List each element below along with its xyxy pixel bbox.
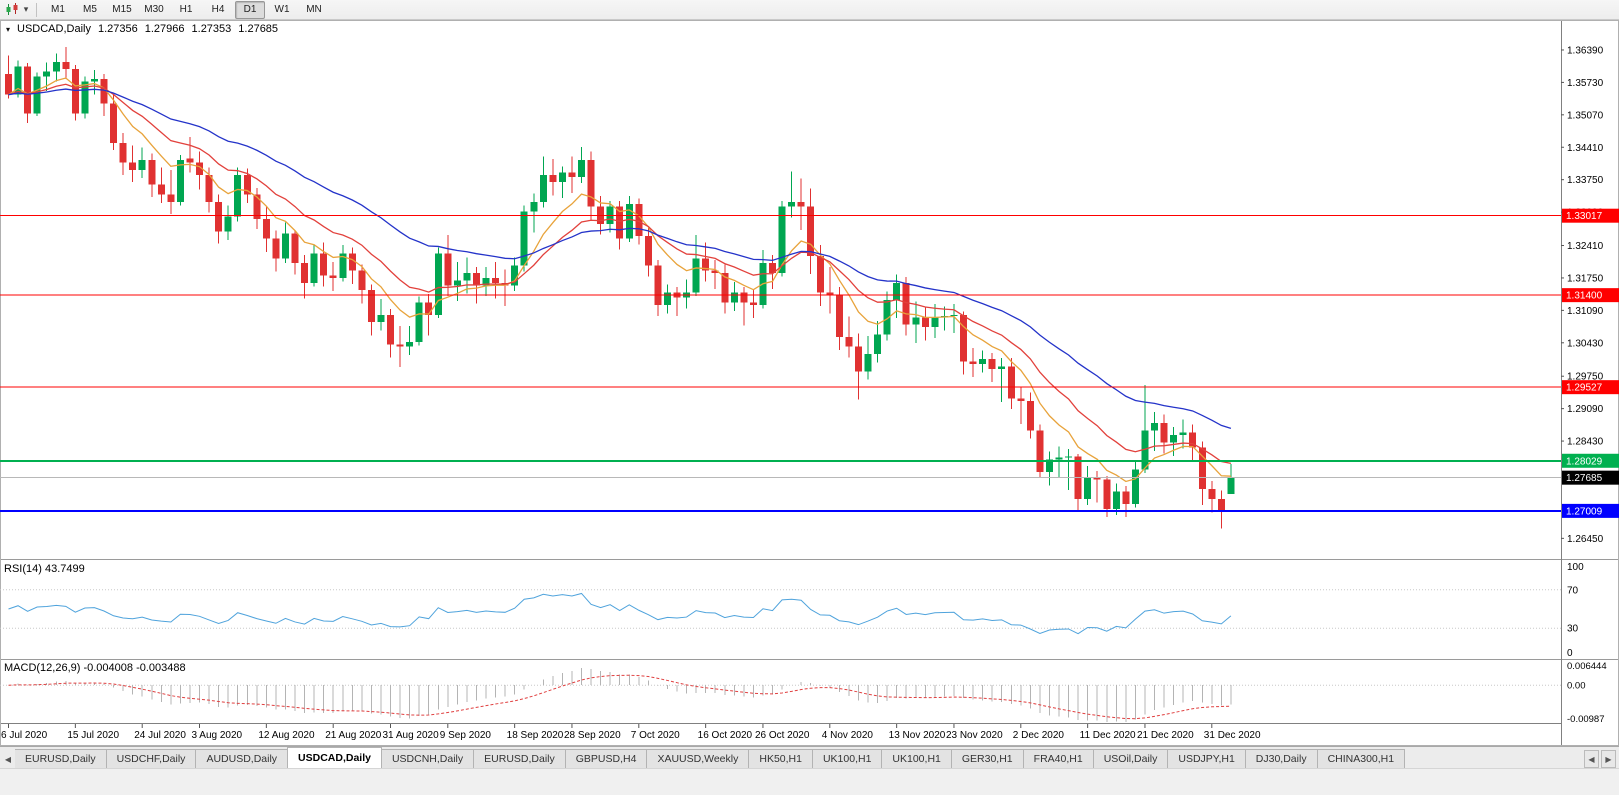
chart-tab-usdcad-daily[interactable]: USDCAD,Daily [287,747,382,768]
svg-text:100: 100 [1567,562,1584,573]
svg-text:9 Sep 2020: 9 Sep 2020 [440,730,492,741]
timeframe-button-h1[interactable]: H1 [179,3,193,15]
chart-tab-china300-h1[interactable]: CHINA300,H1 [1316,749,1406,768]
svg-text:1.26450: 1.26450 [1567,534,1604,545]
svg-text:31 Dec 2020: 31 Dec 2020 [1204,730,1261,741]
tab-nav-group: ◀ ▶ [1584,750,1618,768]
svg-text:1.28029: 1.28029 [1566,456,1603,467]
tabs-nav-right-icon[interactable]: ▶ [1601,750,1616,768]
chart-tool-dropdown-icon[interactable]: ▾ [23,4,29,14]
svg-text:13 Nov 2020: 13 Nov 2020 [889,730,946,741]
chart-tab-dj30-daily[interactable]: DJ30,Daily [1244,749,1318,768]
svg-text:0.006444: 0.006444 [1567,661,1607,672]
svg-text:0: 0 [1567,648,1573,659]
svg-text:1.28430: 1.28430 [1567,437,1604,448]
svg-text:23 Nov 2020: 23 Nov 2020 [946,730,1003,741]
svg-text:15 Jul 2020: 15 Jul 2020 [67,730,119,741]
chart-tab-eurusd-daily[interactable]: EURUSD,Daily [15,749,107,768]
svg-text:28 Sep 2020: 28 Sep 2020 [564,730,621,741]
timeframe-button-group: M1 M5 M15 M30 H1 H4 D1 W1 MN [42,0,330,19]
svg-text:1.33750: 1.33750 [1567,175,1604,186]
chart-tab-gbpusd-h4[interactable]: GBPUSD,H4 [564,749,648,768]
svg-text:-0.00987: -0.00987 [1567,714,1605,725]
svg-text:16 Oct 2020: 16 Oct 2020 [698,730,753,741]
svg-text:2 Dec 2020: 2 Dec 2020 [1013,730,1065,741]
chart-tab-strip: EURUSD,Daily USDCHF,Daily AUDUSD,Daily USDC… [15,747,1406,768]
macd-histogram [17,668,1232,723]
svg-text:0.00: 0.00 [1567,681,1586,692]
bottom-strip [0,768,1619,795]
chart-tab-usdjpy-h1[interactable]: USDJPY,H1 [1167,749,1246,768]
candlestick-chart-icon [6,3,18,15]
svg-text:1.33017: 1.33017 [1566,211,1603,222]
svg-text:4 Nov 2020: 4 Nov 2020 [822,730,874,741]
timeframe-button-h4[interactable]: H4 [211,3,225,15]
candlesticks [5,47,1235,529]
svg-text:1.29527: 1.29527 [1566,383,1603,394]
svg-text:3 Aug 2020: 3 Aug 2020 [192,730,243,741]
svg-text:21 Aug 2020: 21 Aug 2020 [325,730,382,741]
svg-text:1.31750: 1.31750 [1567,273,1604,284]
svg-text:18 Sep 2020: 18 Sep 2020 [507,730,564,741]
svg-text:6 Jul 2020: 6 Jul 2020 [1,730,48,741]
chart-window: 1.36390 1.35730 1.35070 1.34410 1.33750 1.330… [0,20,1619,746]
toolbar-separator [36,2,37,17]
rsi-line [8,592,1232,635]
svg-text:1.30430: 1.30430 [1567,338,1604,349]
svg-text:11 Dec 2020: 11 Dec 2020 [1080,730,1136,741]
chart-tab-uk100-h1[interactable]: UK100,H1 [881,749,952,768]
chart-tab-eurusd-daily[interactable]: EURUSD,Daily [473,749,566,768]
horizontal-lines [0,215,1561,512]
svg-text:7 Oct 2020: 7 Oct 2020 [631,730,680,741]
chart-tab-usdchf-daily[interactable]: USDCHF,Daily [105,749,197,768]
svg-text:1.31400: 1.31400 [1566,291,1603,302]
chart-tab-fra40-h1[interactable]: FRA40,H1 [1022,749,1094,768]
svg-text:24 Jul 2020: 24 Jul 2020 [134,730,186,741]
timeframe-button-m15[interactable]: M15 [112,3,132,15]
chart-tab-hk50-h1[interactable]: HK50,H1 [748,749,813,768]
chart-tab-bar: ◀ EURUSD,Daily USDCHF,Daily AUDUSD,Daily US… [0,746,1619,768]
chart-tab-usoil-daily[interactable]: USOil,Daily [1092,749,1169,768]
svg-text:1.34410: 1.34410 [1567,143,1604,154]
svg-text:30: 30 [1567,624,1579,635]
timeframe-button-d1[interactable]: D1 [235,0,265,19]
ma-line-34 [8,88,1232,430]
timeframe-toolbar: ▾ M1 M5 M15 M30 H1 H4 D1 W1 MN [0,0,1619,20]
ma-line-8 [8,77,1231,483]
ma-line-16 [8,83,1232,465]
timeframe-button-mn[interactable]: MN [306,3,322,15]
svg-text:1.32410: 1.32410 [1567,241,1604,252]
svg-text:1.27685: 1.27685 [1566,473,1603,484]
chart-tab-xauusd-weekly[interactable]: XAUUSD,Weekly [646,749,750,768]
chart-tab-uk100-h1[interactable]: UK100,H1 [811,749,883,768]
svg-text:70: 70 [1567,585,1579,596]
chart-tab-audusd-daily[interactable]: AUDUSD,Daily [195,749,289,768]
date-axis: 6 Jul 2020 15 Jul 2020 24 Jul 2020 3 Aug 20… [1,724,1261,741]
timeframe-button-m30[interactable]: M30 [144,3,164,15]
chart-canvas[interactable]: 1.36390 1.35730 1.35070 1.34410 1.33750 1.330… [0,20,1619,746]
timeframe-button-m5[interactable]: M5 [83,3,97,15]
svg-text:26 Oct 2020: 26 Oct 2020 [755,730,810,741]
svg-text:1.29090: 1.29090 [1567,404,1604,415]
svg-text:31 Aug 2020: 31 Aug 2020 [383,730,440,741]
svg-text:21 Dec 2020: 21 Dec 2020 [1137,730,1194,741]
svg-text:12 Aug 2020: 12 Aug 2020 [258,730,315,741]
timeframe-button-w1[interactable]: W1 [274,3,290,15]
svg-text:1.35070: 1.35070 [1567,110,1604,121]
svg-text:1.29750: 1.29750 [1567,372,1604,383]
svg-text:1.36390: 1.36390 [1567,45,1604,56]
svg-text:1.35730: 1.35730 [1567,78,1604,89]
tabs-nav-left-icon[interactable]: ◀ [1584,750,1599,768]
price-axis: 1.36390 1.35730 1.35070 1.34410 1.33750 1.330… [1561,45,1619,725]
chart-tab-ger30-h1[interactable]: GER30,H1 [950,749,1024,768]
chart-tool-icon[interactable] [3,2,21,18]
timeframe-button-m1[interactable]: M1 [51,3,65,15]
tabs-scroll-left-icon[interactable]: ◀ [4,754,12,764]
svg-text:1.31090: 1.31090 [1567,306,1604,317]
svg-text:1.27009: 1.27009 [1566,506,1603,517]
macd-signal-line [8,674,1231,720]
chart-tab-usdcnh-daily[interactable]: USDCNH,Daily [380,749,475,768]
